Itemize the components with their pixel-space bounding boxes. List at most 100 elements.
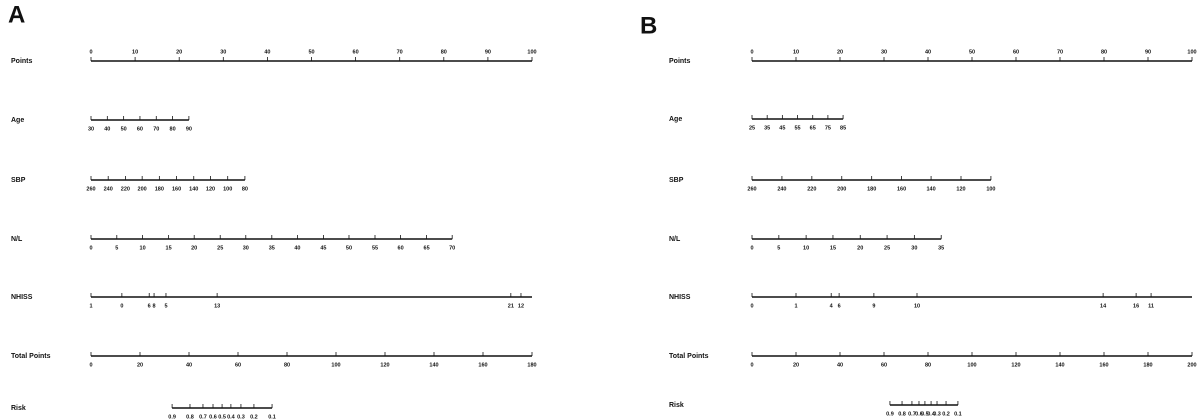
tick-label: 20 bbox=[191, 245, 197, 251]
tick-label: 0.7 bbox=[908, 411, 916, 417]
tick-label: 0 bbox=[750, 303, 753, 309]
tick-label: 200 bbox=[1187, 362, 1196, 368]
tick-label: 0.6 bbox=[209, 414, 217, 419]
tick-label: 100 bbox=[223, 186, 232, 192]
tick-label: 260 bbox=[86, 186, 95, 192]
tick-label: 0.9 bbox=[886, 411, 894, 417]
tick-label: 140 bbox=[189, 186, 198, 192]
tick-label: 0 bbox=[750, 362, 753, 368]
tick-label: 4 bbox=[830, 303, 834, 309]
tick-label: 25 bbox=[884, 245, 890, 251]
tick-label: 30 bbox=[881, 49, 887, 55]
tick-label: 120 bbox=[1011, 362, 1020, 368]
tick-label: 60 bbox=[398, 245, 404, 251]
tick-label: 240 bbox=[777, 186, 786, 192]
tick-label: 0.5 bbox=[218, 414, 226, 419]
tick-label: 180 bbox=[527, 362, 536, 368]
tick-label: 60 bbox=[353, 49, 359, 55]
tick-label: 40 bbox=[264, 49, 270, 55]
tick-label: 10 bbox=[803, 245, 809, 251]
tick-label: 50 bbox=[969, 49, 975, 55]
tick-label: 15 bbox=[166, 245, 172, 251]
tick-label: 140 bbox=[926, 186, 935, 192]
tick-label: 10 bbox=[132, 49, 138, 55]
tick-label: 65 bbox=[424, 245, 430, 251]
tick-label: 0.7 bbox=[199, 414, 207, 419]
tick-label: 20 bbox=[793, 362, 799, 368]
row-label: SBP bbox=[669, 177, 684, 184]
tick-label: 21 bbox=[508, 303, 514, 309]
tick-label: 0.1 bbox=[954, 411, 962, 417]
tick-label: 6 bbox=[148, 303, 151, 309]
tick-label: 60 bbox=[235, 362, 241, 368]
tick-label: 120 bbox=[380, 362, 389, 368]
tick-label: 35 bbox=[269, 245, 275, 251]
tick-label: 15 bbox=[830, 245, 836, 251]
tick-label: 240 bbox=[104, 186, 113, 192]
tick-label: 30 bbox=[243, 245, 249, 251]
tick-label: 100 bbox=[967, 362, 976, 368]
tick-label: 220 bbox=[121, 186, 130, 192]
tick-label: 40 bbox=[186, 362, 192, 368]
row-label: N/L bbox=[11, 236, 23, 243]
tick-label: 180 bbox=[867, 186, 876, 192]
row-label: Total Points bbox=[11, 353, 51, 360]
tick-label: 75 bbox=[825, 125, 831, 131]
tick-label: 100 bbox=[1187, 49, 1196, 55]
tick-label: 1 bbox=[89, 303, 92, 309]
tick-label: 90 bbox=[186, 126, 192, 132]
tick-label: 0 bbox=[750, 245, 753, 251]
tick-label: 30 bbox=[88, 126, 94, 132]
tick-label: 70 bbox=[397, 49, 403, 55]
tick-label: 80 bbox=[284, 362, 290, 368]
tick-label: 50 bbox=[346, 245, 352, 251]
row-label: N/L bbox=[669, 236, 681, 243]
tick-label: 9 bbox=[872, 303, 875, 309]
tick-label: 260 bbox=[747, 186, 756, 192]
row-label: Age bbox=[11, 117, 24, 124]
tick-label: 12 bbox=[518, 303, 524, 309]
tick-label: 80 bbox=[170, 126, 176, 132]
tick-label: 0.9 bbox=[168, 414, 176, 419]
tick-label: 160 bbox=[172, 186, 181, 192]
tick-label: 100 bbox=[527, 49, 536, 55]
tick-label: 55 bbox=[794, 125, 800, 131]
tick-label: 20 bbox=[857, 245, 863, 251]
tick-label: 140 bbox=[1055, 362, 1064, 368]
tick-label: 70 bbox=[1057, 49, 1063, 55]
tick-label: 40 bbox=[837, 362, 843, 368]
tick-label: 220 bbox=[807, 186, 816, 192]
tick-label: 0.1 bbox=[268, 414, 276, 419]
tick-label: 5 bbox=[777, 245, 780, 251]
tick-label: 180 bbox=[1143, 362, 1152, 368]
tick-label: 100 bbox=[986, 186, 995, 192]
tick-label: 180 bbox=[155, 186, 164, 192]
row-label: SBP bbox=[11, 177, 26, 184]
tick-label: 160 bbox=[897, 186, 906, 192]
tick-label: 60 bbox=[881, 362, 887, 368]
tick-label: 60 bbox=[137, 126, 143, 132]
tick-label: 200 bbox=[837, 186, 846, 192]
tick-label: 90 bbox=[1145, 49, 1151, 55]
tick-label: 8 bbox=[153, 303, 156, 309]
tick-label: 0.2 bbox=[942, 411, 950, 417]
tick-label: 80 bbox=[925, 362, 931, 368]
tick-label: 25 bbox=[217, 245, 223, 251]
tick-label: 40 bbox=[104, 126, 110, 132]
tick-label: 45 bbox=[320, 245, 326, 251]
tick-label: 25 bbox=[749, 125, 755, 131]
panel-label: B bbox=[640, 12, 657, 39]
tick-label: 35 bbox=[938, 245, 944, 251]
row-label: Risk bbox=[11, 405, 26, 412]
tick-label: 0 bbox=[89, 362, 92, 368]
tick-label: 14 bbox=[1100, 303, 1107, 309]
tick-label: 0.8 bbox=[898, 411, 906, 417]
row-label: NHISS bbox=[11, 294, 33, 301]
tick-label: 0.4 bbox=[227, 414, 236, 419]
tick-label: 70 bbox=[153, 126, 159, 132]
tick-label: 160 bbox=[1099, 362, 1108, 368]
tick-label: 0.6 bbox=[915, 411, 923, 417]
tick-label: 16 bbox=[1133, 303, 1139, 309]
panel-label: A bbox=[8, 1, 25, 28]
